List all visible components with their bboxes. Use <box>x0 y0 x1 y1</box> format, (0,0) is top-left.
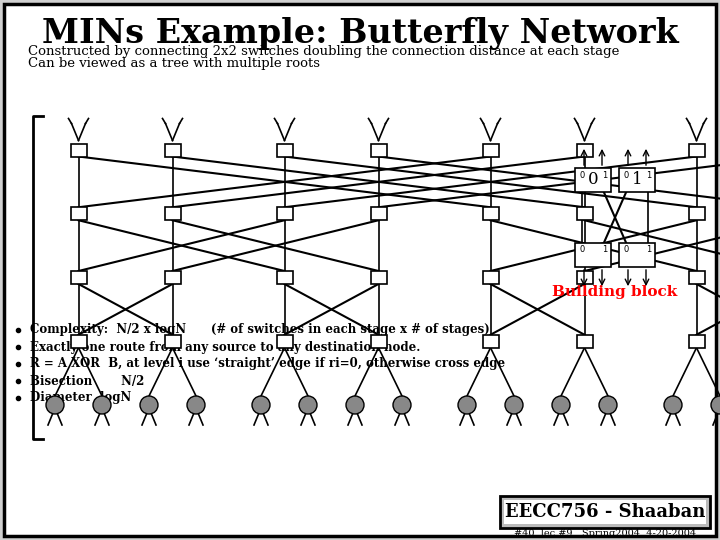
Circle shape <box>393 396 411 414</box>
Bar <box>164 144 181 157</box>
Text: EECC756 - Shaaban: EECC756 - Shaaban <box>505 503 705 521</box>
Bar <box>688 335 704 348</box>
Bar <box>482 207 498 220</box>
Bar <box>71 207 86 220</box>
Text: 1: 1 <box>602 171 607 179</box>
Bar <box>688 207 704 220</box>
Text: 1: 1 <box>602 246 607 254</box>
Bar <box>71 271 86 284</box>
Text: Complexity:  N/2 x logN      (# of switches in each stage x # of stages): Complexity: N/2 x logN (# of switches in… <box>30 323 490 336</box>
Circle shape <box>346 396 364 414</box>
Bar <box>276 335 292 348</box>
Text: 1: 1 <box>646 171 652 179</box>
Circle shape <box>140 396 158 414</box>
Text: Exactly one route from any source to any destination node.: Exactly one route from any source to any… <box>30 341 420 354</box>
Bar <box>577 271 593 284</box>
Bar <box>688 271 704 284</box>
Bar <box>371 144 387 157</box>
Text: 0: 0 <box>588 172 598 188</box>
Circle shape <box>599 396 617 414</box>
Bar <box>577 335 593 348</box>
Circle shape <box>664 396 682 414</box>
Bar <box>482 271 498 284</box>
Bar <box>619 243 655 267</box>
Circle shape <box>299 396 317 414</box>
Text: Constructed by connecting 2x2 switches doubling the connection distance at each : Constructed by connecting 2x2 switches d… <box>28 45 619 58</box>
Bar <box>575 168 611 192</box>
Text: Can be viewed as a tree with multiple roots: Can be viewed as a tree with multiple ro… <box>28 57 320 70</box>
Bar <box>371 335 387 348</box>
Text: 0: 0 <box>624 171 629 179</box>
Text: Diameter  logN: Diameter logN <box>30 392 131 404</box>
Text: #40  lec #9   Spring2004  4-20-2004: #40 lec #9 Spring2004 4-20-2004 <box>514 530 696 538</box>
Text: MINs Example: Butterfly Network: MINs Example: Butterfly Network <box>42 17 678 50</box>
Bar <box>71 144 86 157</box>
Bar <box>276 144 292 157</box>
Circle shape <box>505 396 523 414</box>
Bar <box>276 271 292 284</box>
Circle shape <box>711 396 720 414</box>
Text: Building block: Building block <box>552 285 678 299</box>
Circle shape <box>93 396 111 414</box>
Circle shape <box>187 396 205 414</box>
Text: 0: 0 <box>624 246 629 254</box>
Circle shape <box>252 396 270 414</box>
Bar <box>504 500 706 524</box>
Bar <box>164 271 181 284</box>
Circle shape <box>552 396 570 414</box>
Bar <box>500 496 710 528</box>
Bar <box>688 144 704 157</box>
Text: 1: 1 <box>646 246 652 254</box>
Bar <box>482 335 498 348</box>
Bar <box>164 335 181 348</box>
Bar <box>71 335 86 348</box>
Bar <box>371 271 387 284</box>
Text: R = A XOR  B, at level i use ‘straight’ edge if ri=0, otherwise cross edge: R = A XOR B, at level i use ‘straight’ e… <box>30 357 505 370</box>
Text: 0: 0 <box>580 171 585 179</box>
Bar <box>577 207 593 220</box>
Circle shape <box>46 396 64 414</box>
Bar <box>577 144 593 157</box>
Bar <box>619 168 655 192</box>
Bar <box>575 243 611 267</box>
Text: 0: 0 <box>580 246 585 254</box>
Text: 1: 1 <box>631 172 642 188</box>
Bar <box>276 207 292 220</box>
Circle shape <box>458 396 476 414</box>
Text: Bisection       N/2: Bisection N/2 <box>30 375 145 388</box>
Bar <box>482 144 498 157</box>
Bar <box>164 207 181 220</box>
Bar <box>371 207 387 220</box>
